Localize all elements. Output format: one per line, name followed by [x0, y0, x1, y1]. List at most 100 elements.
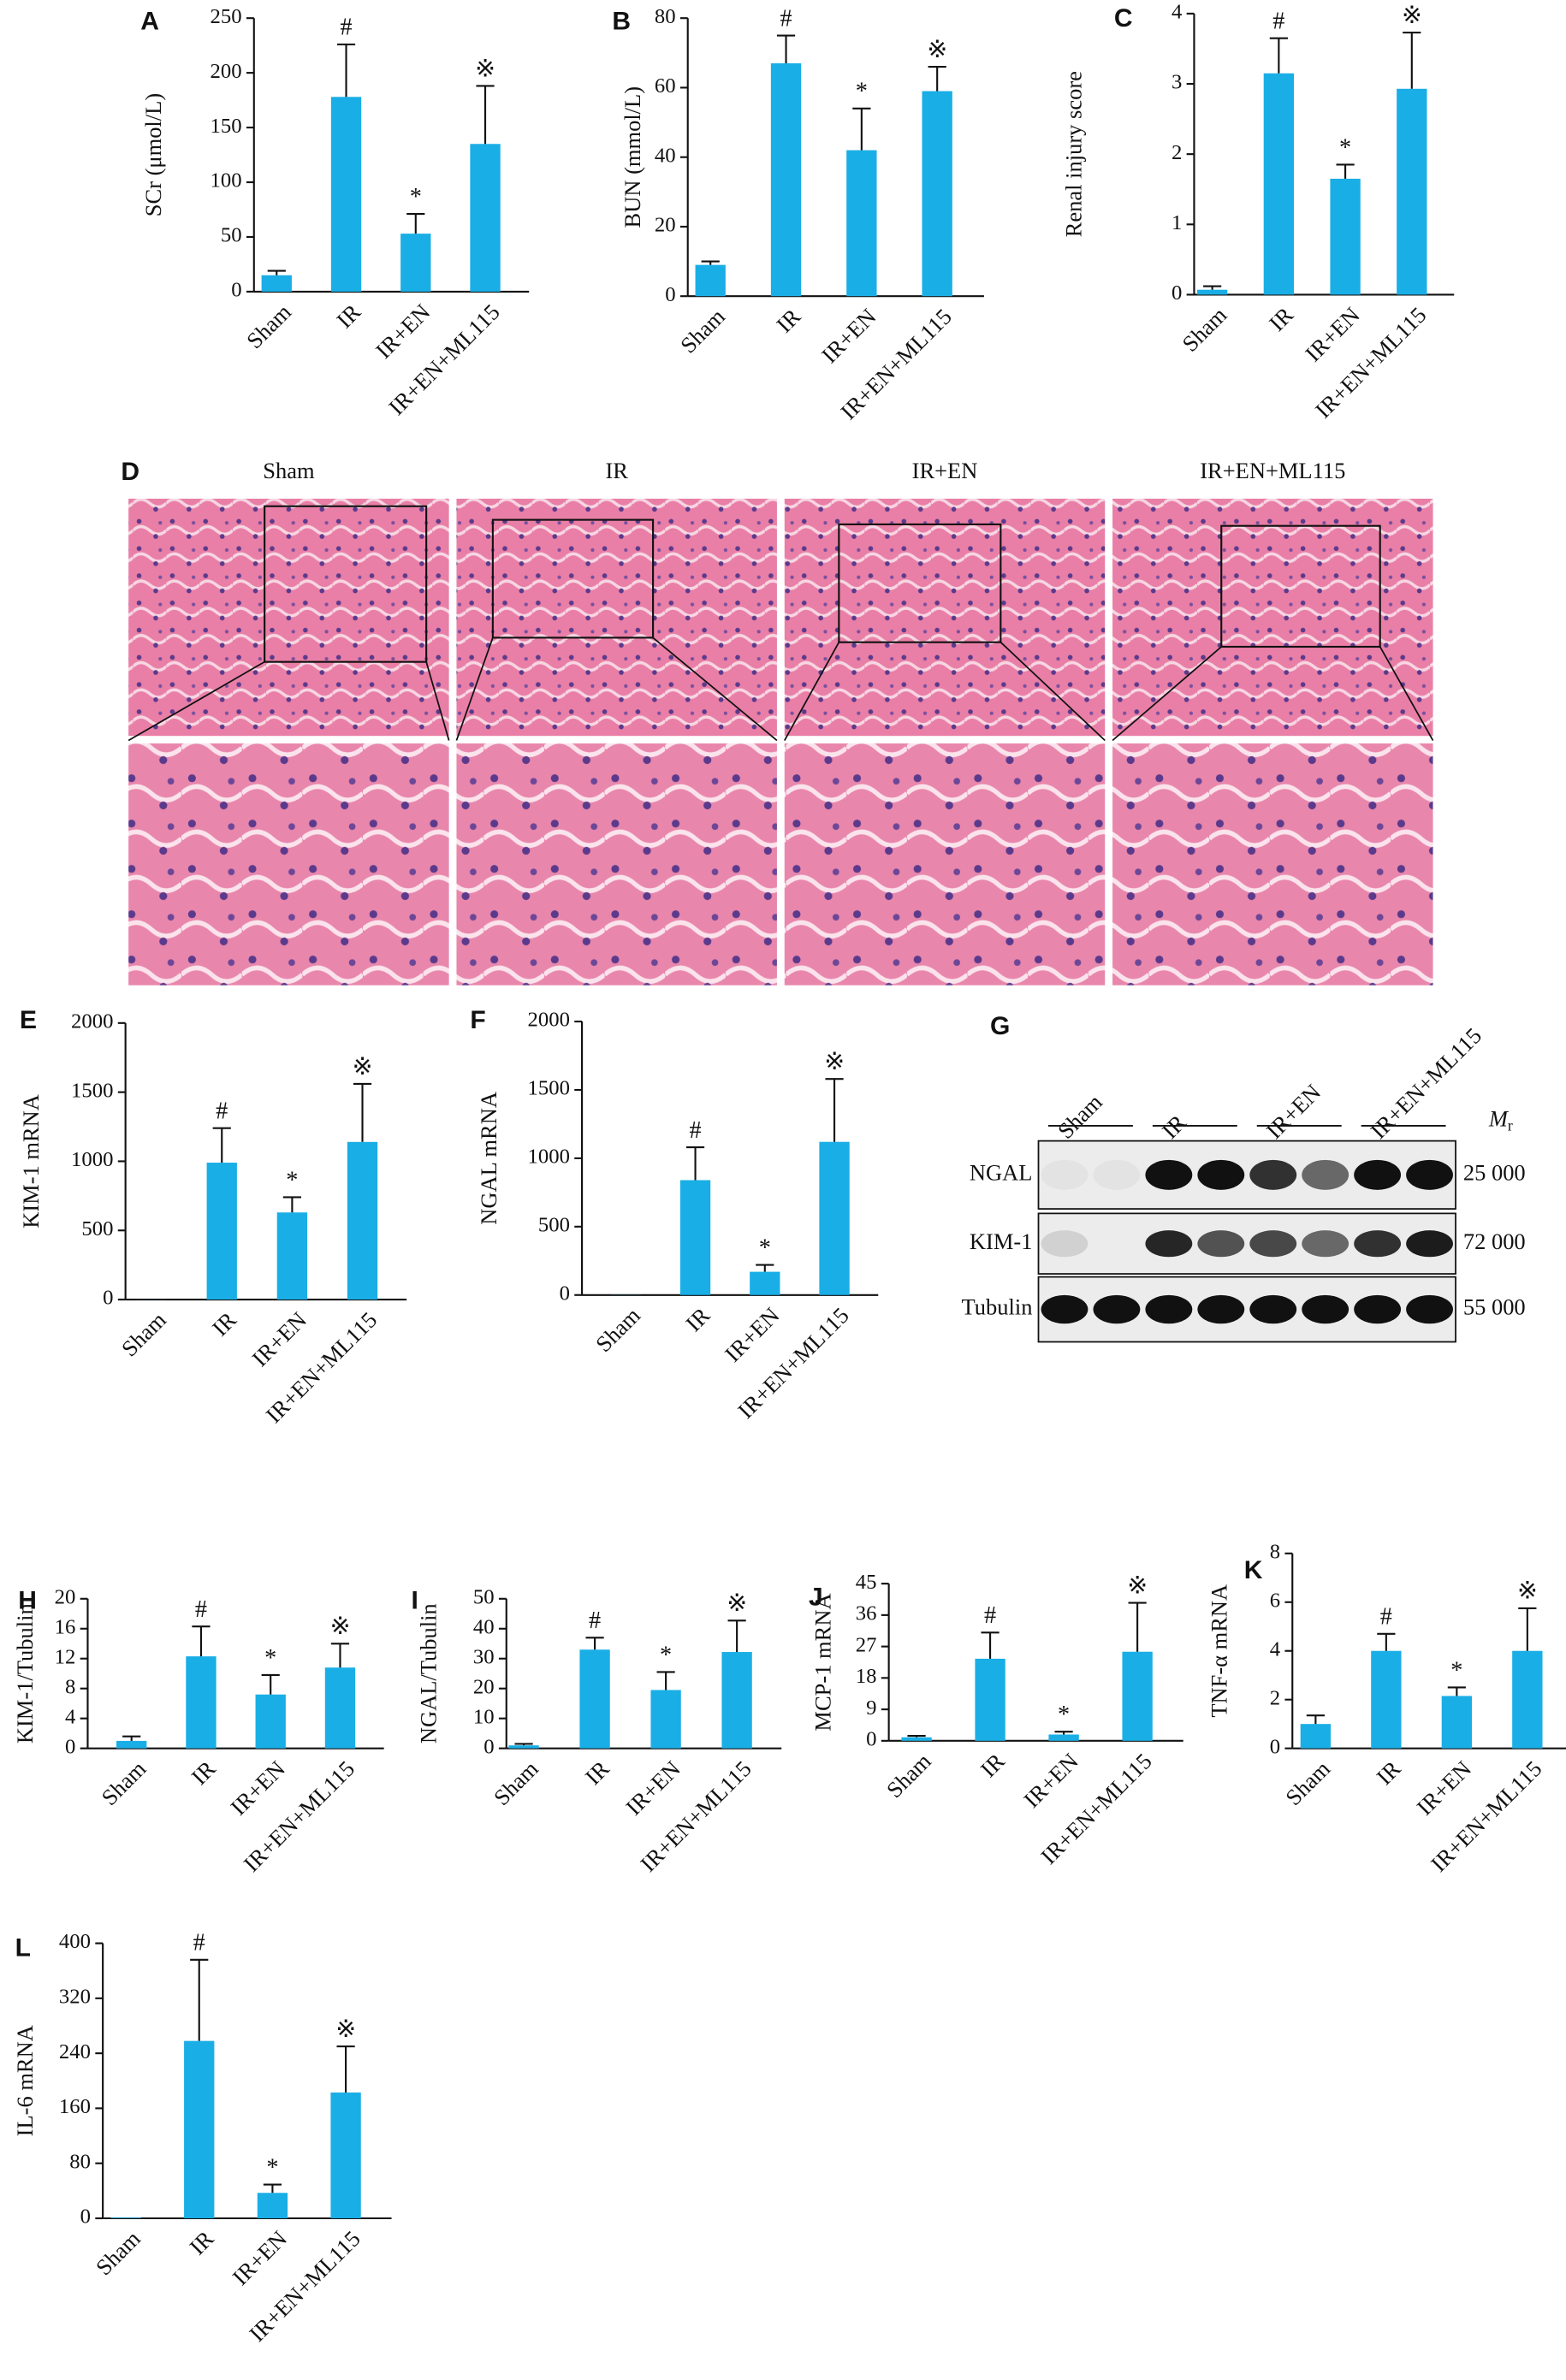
significance-mark: * — [1450, 1657, 1462, 1684]
y-axis-label: KIM-1/Tubulin — [12, 1603, 38, 1744]
x-tick-label: IR — [680, 1302, 715, 1336]
significance-mark: ※ — [335, 2016, 356, 2043]
significance-mark: * — [660, 1642, 672, 1668]
significance-mark: # — [589, 1607, 601, 1634]
blot-band — [1406, 1230, 1453, 1258]
lane-group-label: Sham — [1053, 1089, 1107, 1144]
error-bar — [1403, 32, 1421, 89]
y-tick-label: 0 — [1270, 1735, 1280, 1758]
x-tick-label: IR — [580, 1755, 614, 1790]
bar — [679, 1180, 711, 1295]
bar — [1048, 1734, 1079, 1741]
error-bar — [267, 269, 286, 275]
blot-band — [1354, 1294, 1402, 1324]
y-tick-label: 6 — [1270, 1589, 1280, 1612]
error-bar — [825, 1078, 844, 1142]
y-tick-label: 1500 — [528, 1077, 570, 1100]
x-tick-label: IR — [976, 1748, 1010, 1782]
blot-band — [1041, 1230, 1088, 1258]
significance-mark: # — [195, 1596, 207, 1623]
y-tick-label: 40 — [655, 144, 676, 167]
panel-letter: E — [20, 1006, 37, 1034]
significance-mark: # — [689, 1117, 701, 1144]
bar — [650, 1690, 681, 1749]
x-tick-label: Sham — [489, 1755, 543, 1810]
x-tick-label: IR+EN — [1018, 1748, 1083, 1812]
significance-mark: ※ — [927, 37, 947, 63]
bar — [721, 1652, 752, 1749]
histology-zoom-image — [128, 743, 449, 986]
y-tick-label: 0 — [231, 279, 241, 302]
y-tick-label: 2000 — [528, 1009, 570, 1032]
bar — [261, 275, 292, 292]
error-bar — [330, 1643, 350, 1668]
significance-mark: # — [1272, 8, 1284, 34]
lane-group-label: IR+EN — [1261, 1079, 1326, 1143]
y-tick-label: 500 — [81, 1217, 113, 1240]
x-tick-label: IR — [771, 303, 805, 337]
zoom-line — [1000, 642, 1106, 742]
y-tick-label: 4 — [65, 1705, 75, 1728]
significance-mark: ※ — [353, 1054, 373, 1080]
histology-zoom-image — [784, 743, 1106, 986]
y-tick-label: 36 — [856, 1602, 877, 1625]
significance-mark: ※ — [1517, 1578, 1538, 1605]
x-tick-label: IR+EN — [247, 1307, 311, 1371]
blot-band — [1249, 1230, 1297, 1258]
blot-band — [1145, 1159, 1193, 1190]
y-tick-label: 45 — [856, 1571, 877, 1594]
y-tick-label: 0 — [1172, 281, 1182, 305]
y-tick-label: 16 — [55, 1615, 76, 1638]
mr-subscript: r — [1508, 1117, 1513, 1134]
bar — [184, 2040, 215, 2219]
bar — [1441, 1696, 1473, 1749]
bar — [400, 234, 431, 292]
bar — [819, 1141, 850, 1295]
blot-band — [1093, 1294, 1141, 1324]
blot-size-label: 25 000 — [1463, 1159, 1526, 1185]
y-axis-label: MCP-1 mRNA — [810, 1593, 836, 1731]
x-tick-label: IR+EN — [1300, 302, 1364, 366]
x-tick-label: IR+EN — [225, 1755, 289, 1820]
blot-band — [1302, 1159, 1349, 1190]
x-tick-label: IR — [184, 2225, 218, 2259]
y-tick-label: 60 — [655, 74, 676, 98]
error-bar — [756, 1264, 774, 1272]
y-axis-label: Renal injury score — [1061, 71, 1087, 237]
error-bar — [685, 1146, 705, 1181]
significance-mark: # — [340, 15, 352, 41]
significance-mark: * — [1058, 1702, 1070, 1728]
zoom-box — [491, 518, 655, 639]
x-tick-label: Sham — [241, 299, 296, 353]
y-tick-label: 250 — [211, 5, 242, 28]
bar — [330, 2092, 361, 2219]
blot-band — [1302, 1294, 1349, 1324]
bar — [579, 1649, 610, 1749]
y-tick-label: 4 — [1172, 1, 1182, 24]
bar — [330, 97, 362, 292]
significance-mark: # — [193, 1930, 205, 1957]
mr-symbol: M — [1488, 1106, 1510, 1132]
significance-mark: # — [216, 1098, 228, 1124]
significance-mark: * — [266, 2154, 278, 2181]
y-tick-label: 2 — [1270, 1686, 1280, 1709]
bar — [1300, 1724, 1332, 1749]
error-bar — [1377, 1632, 1396, 1651]
y-axis-label: NGAL/Tubulin — [416, 1603, 442, 1744]
x-tick-label: Sham — [97, 1755, 151, 1810]
y-tick-label: 30 — [473, 1645, 495, 1668]
bar — [347, 1141, 378, 1300]
significance-mark: * — [856, 79, 868, 105]
histology-image — [784, 498, 1106, 737]
error-bar — [907, 1735, 926, 1738]
zoom-box — [264, 505, 428, 663]
y-tick-label: 80 — [655, 5, 676, 28]
panel-letter: C — [1114, 4, 1133, 33]
histology-zoom-image — [1112, 743, 1433, 986]
y-tick-label: 2 — [1172, 141, 1182, 164]
histology-zoom-image — [456, 743, 777, 986]
zoom-line — [455, 637, 494, 741]
x-tick-label: Sham — [91, 2225, 145, 2280]
significance-mark: ※ — [475, 56, 495, 82]
error-bar — [928, 66, 946, 92]
